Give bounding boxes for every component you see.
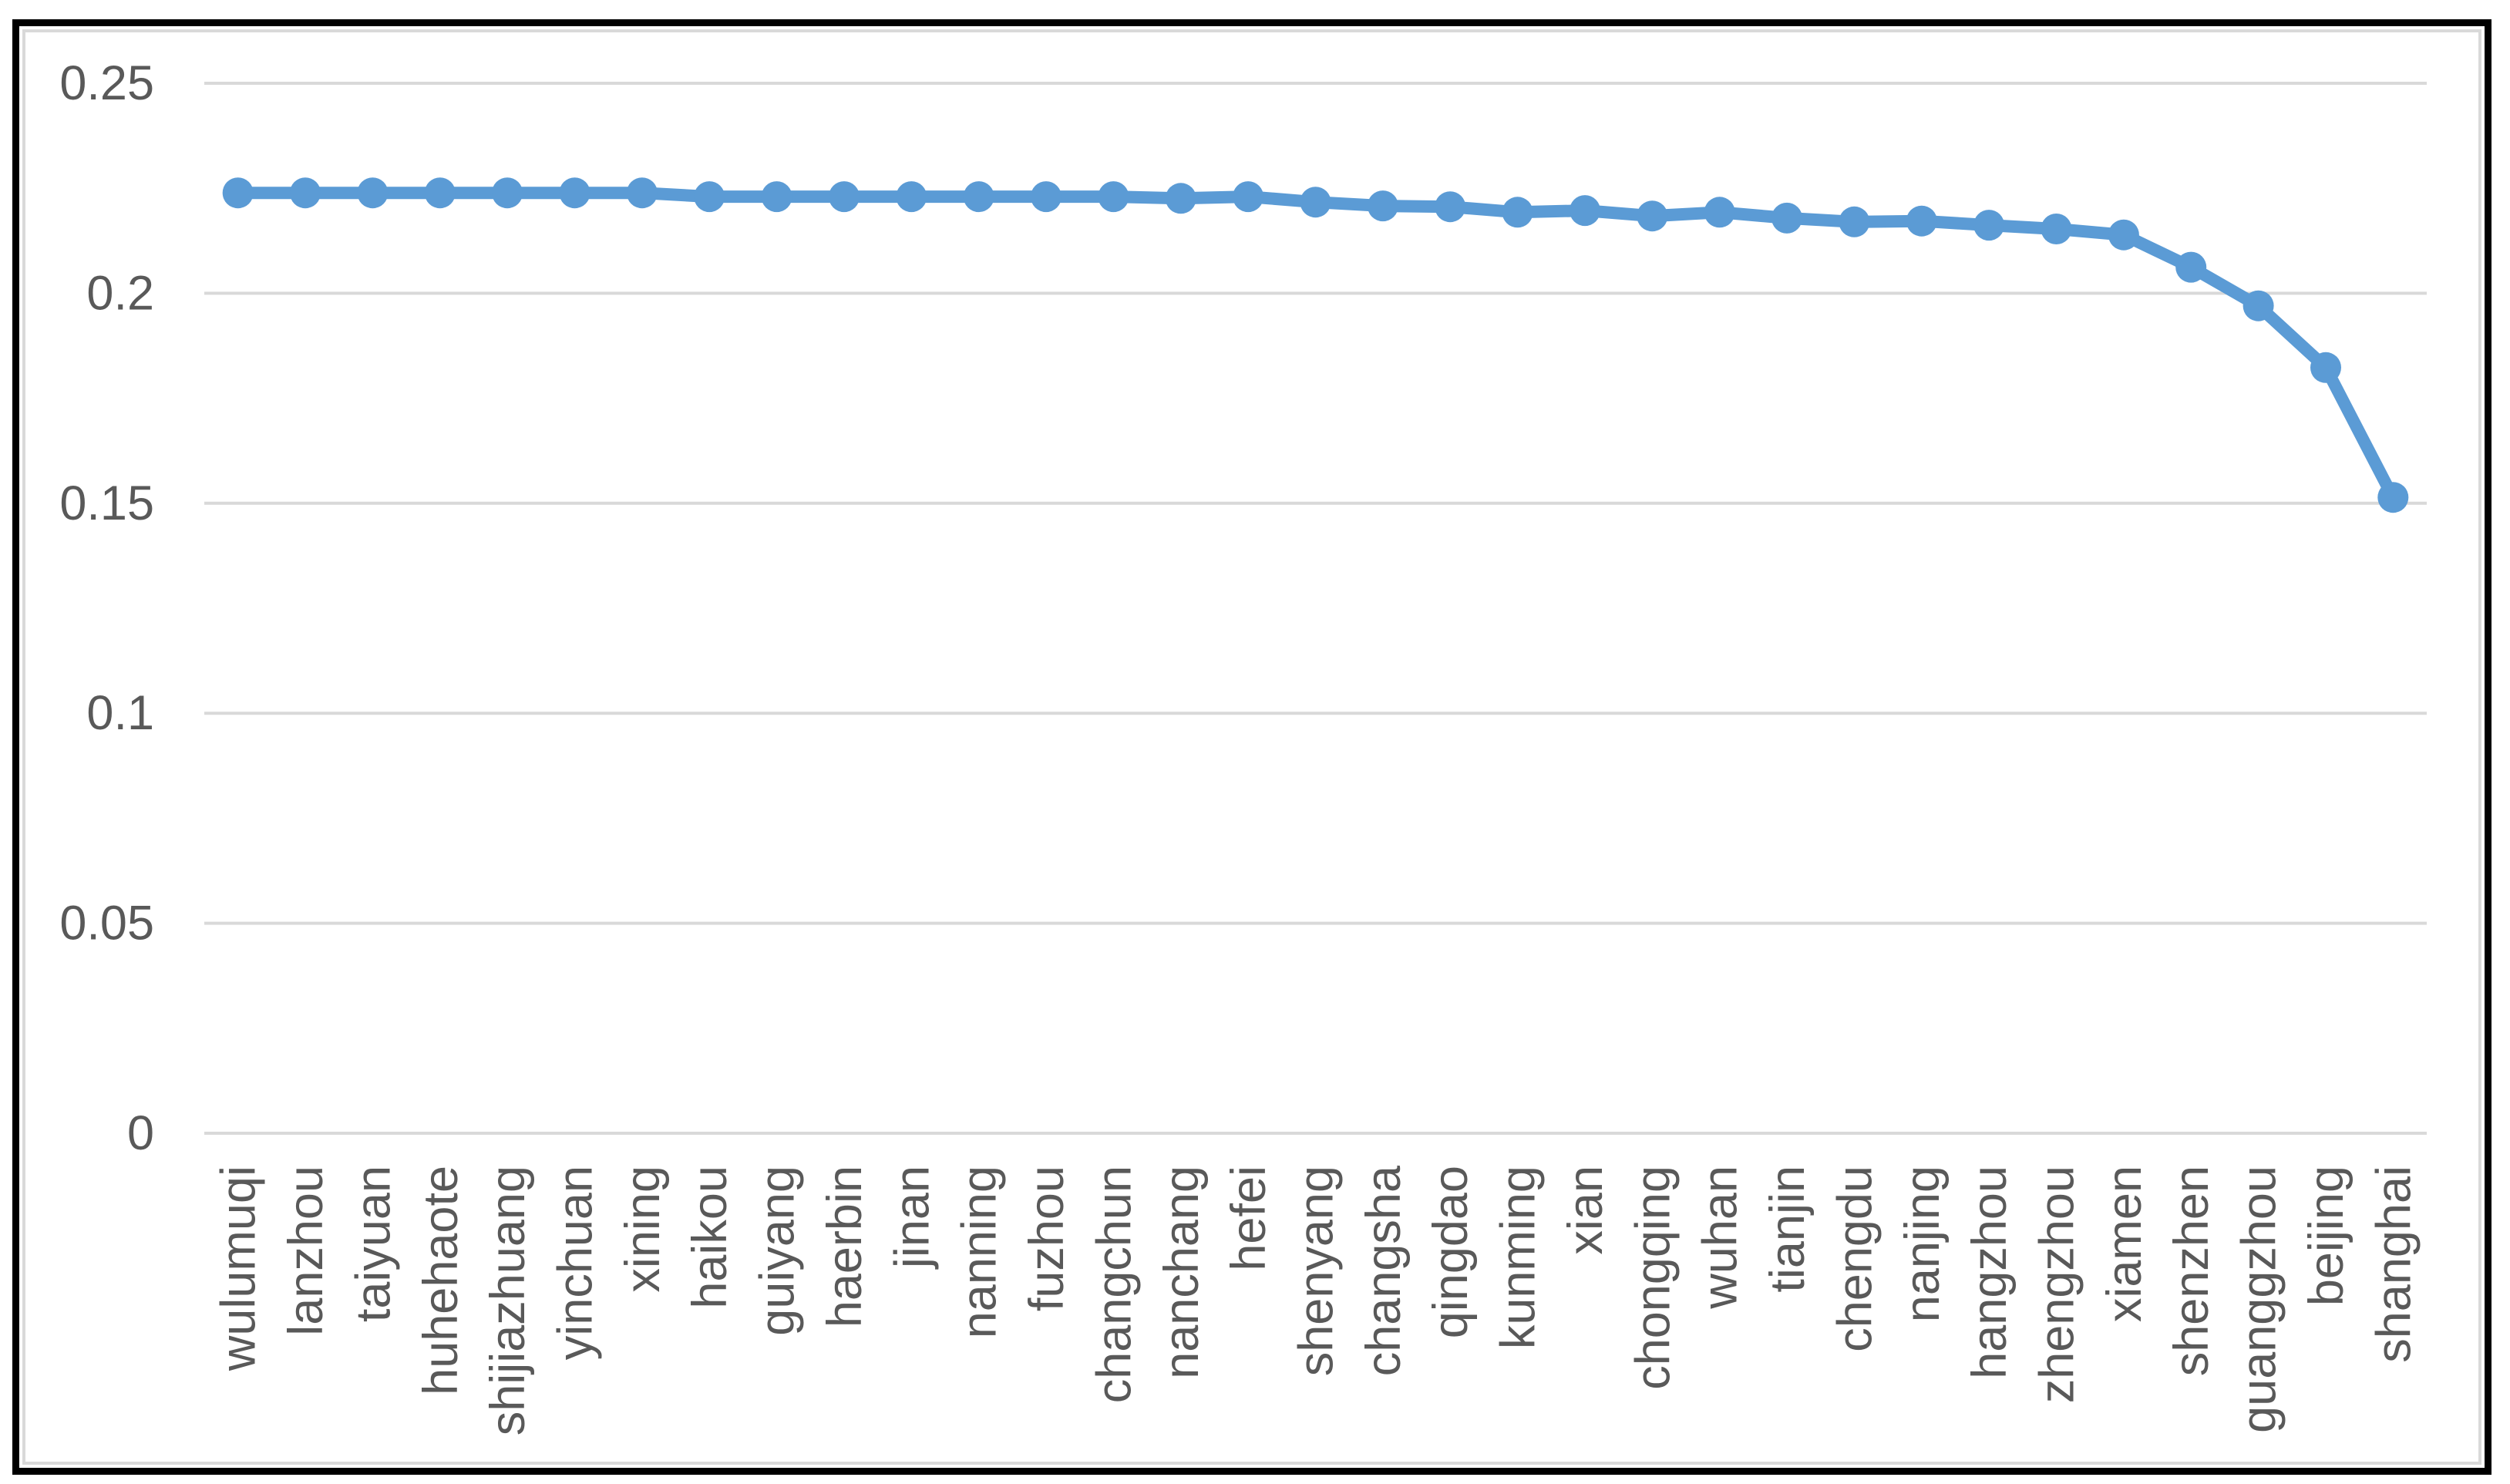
- data-point-chengdu: [1839, 206, 1870, 237]
- data-point-haikou: [694, 181, 725, 213]
- data-point-zhengzhou: [2041, 214, 2072, 244]
- y-axis-labels: 0.25 0.2 0.15 0.1 0.05 0: [59, 56, 154, 1160]
- x-axis-label-xian: xian: [1559, 1166, 1613, 1255]
- x-axis-label-xiamen: xiamen: [2098, 1166, 2152, 1322]
- x-axis-label-shenyang: shenyang: [1290, 1166, 1344, 1376]
- y-axis-tick-label-0.15: 0.15: [59, 476, 154, 530]
- x-axis-label-shenzhen: shenzhen: [2165, 1166, 2219, 1376]
- data-point-kunming: [1502, 197, 1533, 228]
- x-axis-label-taiyuan: taiyuan: [346, 1166, 400, 1322]
- y-axis-tick-label-0.25: 0.25: [59, 56, 154, 110]
- x-axis-label-qingdao: qingdao: [1424, 1166, 1478, 1338]
- data-point-xian: [1570, 195, 1600, 227]
- data-point-xiamen: [2108, 219, 2139, 251]
- x-axis-label-huhehaote: huhehaote: [414, 1166, 468, 1395]
- x-axis-label-fuzhou: fuzhou: [1020, 1166, 1074, 1311]
- data-point-guiyang: [761, 181, 792, 213]
- data-point-haerbin: [829, 181, 860, 213]
- x-axis-label-shijiazhuang: shijiazhuang: [481, 1166, 535, 1435]
- x-axis-labels: wulumuqi lanzhou taiyuan huhehaote shijiazhu…: [212, 1165, 2421, 1435]
- x-axis-label-lanzhou: lanzhou: [279, 1166, 333, 1336]
- data-point-shenyang: [1300, 187, 1331, 218]
- data-point-nanning: [963, 181, 994, 213]
- chart-inner-border: [22, 29, 2481, 1465]
- x-axis-label-wulumuqi: wulumuqi: [212, 1166, 266, 1371]
- data-point-yinchuan: [559, 177, 590, 209]
- data-point-guanggzhou: [2243, 290, 2274, 321]
- x-axis-label-jinan: jinan: [885, 1166, 939, 1270]
- x-axis-label-haikou: haikou: [683, 1166, 737, 1309]
- x-axis-label-kunming: kunming: [1492, 1166, 1546, 1349]
- x-axis-label-guanggzhou: guanggzhou: [2232, 1166, 2286, 1433]
- x-axis-label-chongqing: chongqing: [1626, 1166, 1680, 1390]
- x-axis-label-xining: xining: [616, 1166, 670, 1293]
- data-point-shenzhen: [2175, 251, 2207, 283]
- x-axis-label-beijing: beijing: [2300, 1166, 2354, 1306]
- data-point-wuhan: [1704, 197, 1735, 228]
- x-axis-label-nanjing: nanjing: [1896, 1166, 1950, 1322]
- x-axis-label-nanchang: nanchang: [1155, 1166, 1209, 1379]
- x-axis-label-hangzhou: hangzhou: [1963, 1166, 2017, 1379]
- y-axis-tick-label-0.2: 0.2: [86, 266, 154, 320]
- x-axis-label-guiyang: guiyang: [751, 1166, 805, 1336]
- data-point-nanchang: [1165, 183, 1196, 214]
- y-axis-tick-label-0.05: 0.05: [59, 897, 154, 951]
- x-axis-label-changsha: changsha: [1357, 1165, 1411, 1376]
- x-axis-label-changchun: changchun: [1087, 1166, 1141, 1403]
- data-point-huhehaote: [424, 177, 456, 209]
- x-axis-label-nanning: nanning: [953, 1166, 1007, 1338]
- y-axis-tick-label-0.1: 0.1: [86, 686, 154, 740]
- x-axis-label-wuhan: wuhan: [1694, 1166, 1748, 1310]
- data-point-wulumuqi: [222, 177, 254, 209]
- data-point-hangzhou: [1973, 210, 2005, 241]
- data-point-shijiazhuang: [492, 177, 523, 209]
- data-point-chongqing: [1637, 200, 1668, 232]
- x-axis-label-haerbin: haerbin: [818, 1166, 872, 1328]
- chart-outer-border: [12, 19, 2491, 1475]
- series-group: [222, 177, 2409, 513]
- data-point-fuzhou: [1031, 181, 1062, 213]
- data-point-changsha: [1367, 190, 1398, 222]
- x-axis-label-tianjin: tianjin: [1761, 1166, 1815, 1293]
- y-axis-tick-label-0: 0: [127, 1106, 154, 1160]
- x-axis-label-hefei: hefei: [1222, 1166, 1276, 1271]
- data-point-xining: [626, 177, 658, 209]
- data-point-shanghai: [2377, 482, 2409, 513]
- data-point-lanzhou: [290, 177, 321, 209]
- data-point-taiyuan: [357, 177, 389, 209]
- x-axis-label-yinchuan: yinchuan: [549, 1166, 603, 1360]
- x-axis-label-shanghai: shanghai: [2367, 1166, 2421, 1363]
- data-point-qingdao: [1435, 191, 1466, 223]
- data-point-jinan: [896, 181, 927, 213]
- data-point-beijing: [2310, 352, 2341, 383]
- data-point-nanjing: [1906, 205, 1937, 237]
- data-series-line: [231, 187, 2400, 504]
- data-point-tianjin: [1771, 202, 1802, 234]
- gridlines-group: [204, 82, 2427, 1135]
- data-point-hefei: [1233, 181, 1264, 213]
- x-axis-label-chengdu: chengdu: [1828, 1166, 1882, 1352]
- data-point-changchun: [1098, 181, 1129, 213]
- x-axis-label-zhengzhou: zhengzhou: [2031, 1166, 2084, 1403]
